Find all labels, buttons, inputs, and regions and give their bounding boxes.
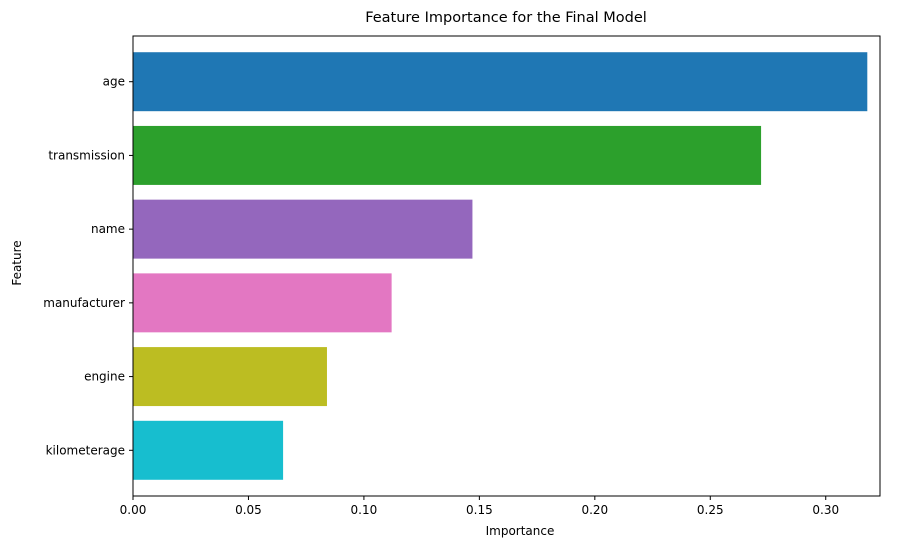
y-axis-ticks: age transmission name manufacturer engine kil… (43, 75, 133, 457)
x-axis-ticks: 0.00 0.05 0.10 0.15 0.20 0.25 0.30 (120, 496, 839, 517)
y-tick-label-transmission: transmission (48, 148, 125, 162)
bar-kilometerage (133, 420, 284, 480)
y-tick-label-manufacturer: manufacturer (43, 296, 125, 310)
bar-transmission (133, 125, 762, 185)
chart-title: Feature Importance for the Final Model (365, 10, 647, 26)
x-tick-label: 0.20 (581, 503, 608, 517)
x-tick-label: 0.00 (120, 503, 147, 517)
bar-age (133, 52, 868, 112)
y-tick-label-age: age (103, 75, 125, 89)
x-tick-label: 0.05 (235, 503, 262, 517)
bar-engine (133, 347, 327, 407)
x-axis-label: Importance (486, 524, 555, 538)
bar-manufacturer (133, 273, 392, 333)
y-axis-label: Feature (10, 240, 24, 285)
x-tick-label: 0.25 (697, 503, 724, 517)
y-tick-label-name: name (91, 222, 125, 236)
x-tick-label: 0.10 (351, 503, 378, 517)
bar-name (133, 199, 473, 259)
plot-area-frame (132, 35, 881, 497)
bars-group (133, 52, 868, 480)
x-tick-label: 0.15 (466, 503, 493, 517)
x-tick-label: 0.30 (812, 503, 839, 517)
y-tick-label-engine: engine (84, 370, 125, 384)
y-tick-label-kilometerage: kilometerage (46, 443, 125, 457)
